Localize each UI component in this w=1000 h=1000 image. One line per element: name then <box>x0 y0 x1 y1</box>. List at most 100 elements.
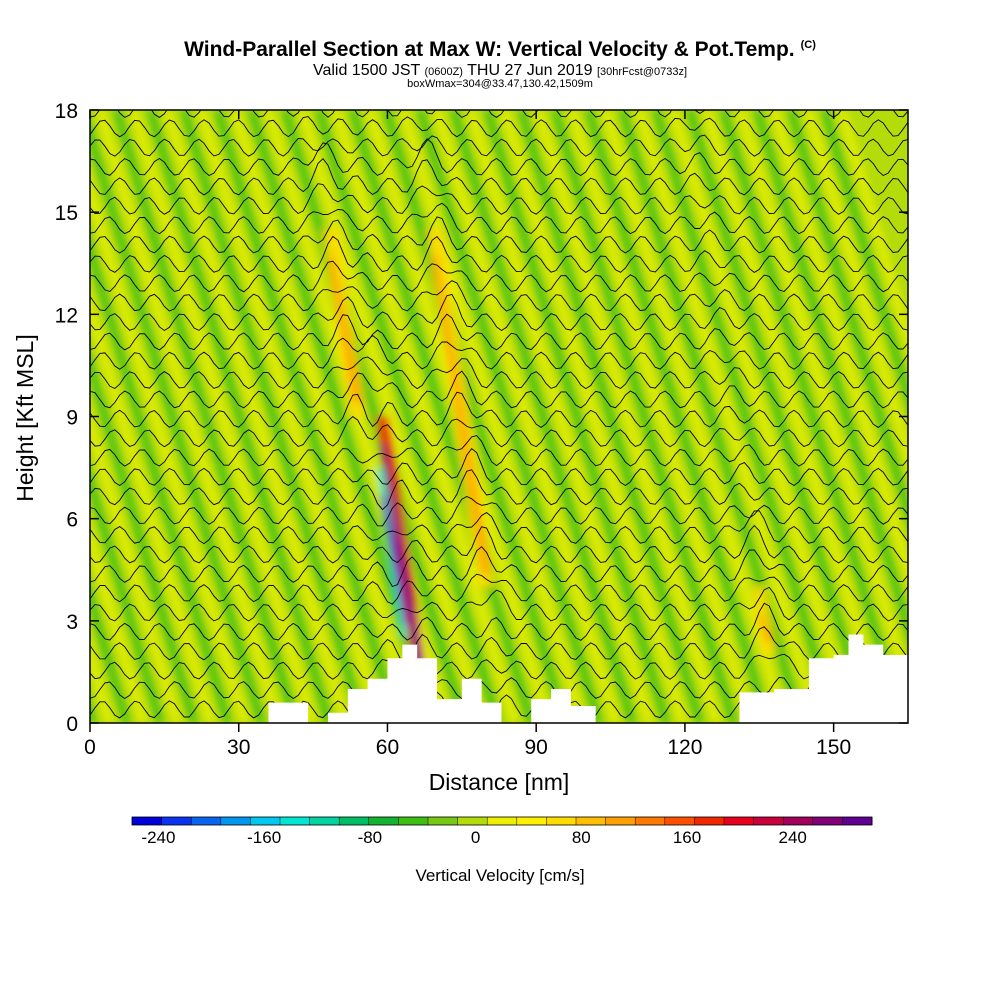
colorbar-tick-label: -160 <box>247 828 281 847</box>
isentrope-line <box>90 216 908 254</box>
colorbar-swatch <box>664 817 695 825</box>
velocity-band <box>719 110 907 723</box>
velocity-band <box>90 234 233 723</box>
velocity-band <box>146 110 334 723</box>
isentrope-line <box>90 235 908 273</box>
velocity-band <box>230 110 418 723</box>
colorbar-swatch <box>191 817 222 825</box>
colorbar-swatch <box>753 817 784 825</box>
velocity-band <box>314 110 502 723</box>
isentrope-line <box>90 260 908 293</box>
velocity-band <box>213 110 401 723</box>
velocity-band <box>702 110 890 723</box>
velocity-band <box>247 110 435 723</box>
isentrope-line <box>90 138 908 177</box>
colorbar-swatch <box>250 817 281 825</box>
x-tick-label: 30 <box>227 736 250 759</box>
velocity-band <box>432 110 620 723</box>
isentrope-line <box>90 573 908 605</box>
isentrope-line <box>90 435 908 467</box>
velocity-band <box>533 110 722 723</box>
x-axis: 0 30 60 90 120 150 <box>84 110 851 759</box>
colorbar-swatch <box>220 817 251 825</box>
velocity-band <box>95 110 283 723</box>
isentrope-line <box>90 626 908 665</box>
isentrope-line <box>90 183 908 215</box>
valid-date: THU 27 Jun 2019 <box>467 62 593 79</box>
title-mark: (C) <box>800 39 816 51</box>
velocity-band <box>584 110 772 723</box>
isentrope-line <box>90 110 908 118</box>
velocity-band <box>297 110 486 723</box>
colorbar-swatch <box>635 817 666 825</box>
velocity-band <box>516 110 705 723</box>
colorbar-swatch <box>398 817 429 825</box>
isentrope-line <box>90 586 908 622</box>
y-tick-label: 3 <box>66 611 78 634</box>
isentrope-line <box>90 447 908 487</box>
y-axis-label: Height [Kft MSL] <box>12 334 38 501</box>
x-tick-label: 60 <box>376 736 399 759</box>
colorbar-swatch <box>339 817 370 825</box>
colorbar-swatch <box>516 817 547 825</box>
velocity-band <box>483 110 671 723</box>
velocity-band <box>382 110 570 723</box>
velocity-band <box>331 110 519 723</box>
velocity-band <box>90 407 182 723</box>
velocity-band <box>567 110 755 723</box>
velocity-band <box>415 110 604 723</box>
velocity-band <box>820 110 908 412</box>
isentrope-line <box>90 158 908 196</box>
isentrope-line <box>90 293 908 332</box>
velocity-field <box>90 110 908 723</box>
velocity-band <box>90 523 149 723</box>
velocity-band <box>499 110 688 723</box>
terrain <box>90 634 908 723</box>
velocity-band <box>466 110 654 723</box>
isentrope-line <box>90 356 908 390</box>
colorbar-tick-label: -240 <box>141 828 175 847</box>
colorbar-tick-label: 80 <box>572 828 591 847</box>
isentrope-line <box>90 653 908 683</box>
colorbar-tick-label: 0 <box>471 828 480 847</box>
velocity-band <box>449 110 637 723</box>
y-tick-label: 15 <box>55 202 78 225</box>
velocity-band <box>735 110 908 701</box>
isentrope-line <box>90 313 908 351</box>
y-tick-label: 6 <box>66 509 78 532</box>
velocity-band <box>162 110 351 723</box>
isentrope-line <box>90 202 908 235</box>
velocity-band <box>550 110 738 723</box>
colorbar-tick-label: -80 <box>358 828 383 847</box>
colorbar-swatch <box>132 817 163 825</box>
colorbar-swatch <box>457 817 488 825</box>
isentropes <box>90 110 908 719</box>
colorbar: -240 -160 -80 0 80 160 240 <box>131 816 873 847</box>
colorbar-swatch <box>280 817 311 825</box>
velocity-band <box>179 110 368 723</box>
colorbar-swatch <box>487 817 518 825</box>
colorbar-swatch <box>161 817 192 825</box>
velocity-band <box>196 110 384 723</box>
isentrope-line <box>90 510 908 545</box>
isentrope-line <box>90 334 908 370</box>
x-tick-label: 120 <box>667 736 702 759</box>
isentrope-line <box>90 495 908 527</box>
y-axis: 0 3 6 9 12 15 18 <box>55 100 908 736</box>
velocity-band <box>90 176 250 723</box>
colorbar-swatch <box>546 817 577 825</box>
box-info: boxWmax=304@33.47,130.42,1509m <box>407 78 593 90</box>
y-tick-label: 18 <box>55 100 78 123</box>
x-tick-label: 90 <box>525 736 548 759</box>
isentrope-line <box>90 134 908 157</box>
colorbar-swatch <box>576 817 607 825</box>
colorbar-swatch <box>842 817 873 825</box>
velocity-band <box>769 110 908 586</box>
x-axis-label: Distance [nm] <box>429 769 570 795</box>
isentrope-line <box>90 280 908 312</box>
x-tick-label: 150 <box>816 736 851 759</box>
velocity-band <box>601 110 789 723</box>
updraft-core <box>380 443 426 676</box>
colorbar-tick-label: 240 <box>779 828 807 847</box>
